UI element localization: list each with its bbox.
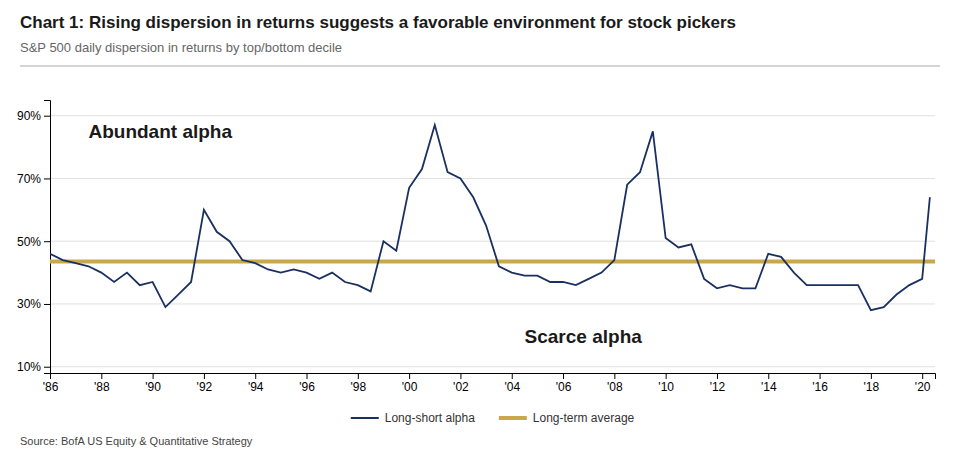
chart: Chart 1: Rising dispersion in returns su…: [0, 0, 960, 455]
x-tick-mark: [512, 373, 513, 379]
grid-line: [50, 303, 935, 304]
x-tick: '98: [351, 373, 367, 394]
x-tick-mark: [768, 373, 769, 379]
x-tick-mark: [614, 373, 615, 379]
annotation: Abundant alpha: [88, 121, 232, 142]
x-tick-mark: [153, 373, 154, 379]
x-tick-label: '88: [94, 380, 110, 394]
x-axis-line: [51, 374, 936, 380]
x-tick-label: '98: [351, 380, 367, 394]
x-tick: '08: [607, 373, 623, 394]
x-tick: '96: [299, 373, 315, 394]
x-tick-mark: [666, 373, 667, 379]
x-tick-mark: [717, 373, 718, 379]
x-tick: '20: [915, 373, 931, 394]
x-tick-label: '90: [145, 380, 161, 394]
x-tick-mark: [358, 373, 359, 379]
x-tick: '88: [94, 373, 110, 394]
grid-line: [50, 241, 935, 242]
y-tick-mark: [44, 178, 50, 179]
grid: [50, 116, 935, 367]
x-tick-label: '18: [864, 380, 880, 394]
series-line: [50, 125, 930, 310]
x-tick-label: '10: [658, 380, 674, 394]
x-tick: '10: [658, 373, 674, 394]
y-tick-label: 70%: [17, 172, 41, 186]
grid-line: [50, 115, 935, 116]
grid-line: [50, 366, 935, 367]
y-tick: 30%: [17, 297, 50, 311]
x-tick: '04: [504, 373, 520, 394]
title: Chart 1: Rising dispersion in returns su…: [20, 13, 736, 32]
y-tick: 70%: [17, 172, 50, 186]
x-tick-label: '20: [915, 380, 931, 394]
x-tick-label: '96: [299, 380, 315, 394]
x-tick-label: '12: [710, 380, 726, 394]
legend-item: Long-term average: [499, 411, 635, 425]
x-tick-mark: [204, 373, 205, 379]
x-tick: '86: [43, 373, 59, 394]
y-tick-label: 10%: [17, 360, 41, 374]
x-tick-label: '16: [812, 380, 828, 394]
x-tick-mark: [820, 373, 821, 379]
y-tick-mark: [44, 116, 50, 117]
x-tick-label: '14: [761, 380, 777, 394]
x-tick-label: '86: [43, 380, 59, 394]
legend-swatch: [499, 416, 527, 420]
x-tick-label: '02: [453, 380, 469, 394]
x-tick-label: '08: [607, 380, 623, 394]
legend: Long-short alpha Long-term average: [351, 411, 635, 425]
x-tick-mark: [563, 373, 564, 379]
legend-item: Long-short alpha: [351, 411, 475, 425]
y-tick-label: 50%: [17, 235, 41, 249]
y-axis: 10% 30% 50% 70% 90%: [17, 101, 51, 375]
annotations: Abundant alpha Scarce alpha: [88, 121, 642, 348]
x-tick: '02: [453, 373, 469, 394]
y-tick: 90%: [17, 109, 50, 123]
x-tick: '12: [710, 373, 726, 394]
x-tick: '18: [864, 373, 880, 394]
subtitle: S&P 500 daily dispersion in returns by t…: [20, 40, 342, 55]
x-tick-label: '92: [197, 380, 213, 394]
x-tick: '90: [145, 373, 161, 394]
x-tick: '06: [556, 373, 572, 394]
annotation: Scarce alpha: [525, 326, 643, 347]
grid-line: [50, 178, 935, 179]
x-tick-label: '94: [248, 380, 264, 394]
legend-swatch: [351, 417, 379, 419]
x-tick-label: '06: [556, 380, 572, 394]
y-tick-mark: [44, 304, 50, 305]
x-axis: '86 '88 '90 '92 '94 '96 '98 '00 '02 '04 '06 '08 '10 '…: [43, 373, 936, 394]
x-tick-mark: [101, 373, 102, 379]
y-tick-label: 90%: [17, 109, 41, 123]
x-tick-mark: [409, 373, 410, 379]
x-tick: '16: [812, 373, 828, 394]
legend-label: Long-term average: [533, 411, 635, 425]
x-tick: '92: [197, 373, 213, 394]
x-tick-mark: [871, 373, 872, 379]
x-tick: '14: [761, 373, 777, 394]
marks: [50, 125, 935, 310]
x-tick-mark: [255, 373, 256, 379]
source: Source: BofA US Equity & Quantitative St…: [20, 435, 253, 447]
x-tick: '94: [248, 373, 264, 394]
x-tick-mark: [307, 373, 308, 379]
y-tick-label: 30%: [17, 297, 41, 311]
y-tick: 50%: [17, 235, 50, 249]
legend-label: Long-short alpha: [385, 411, 475, 425]
y-tick-mark: [44, 367, 50, 368]
divider: [20, 66, 940, 67]
average-line: [50, 260, 935, 264]
x-tick-label: '00: [402, 380, 418, 394]
x-tick: '00: [402, 373, 418, 394]
y-tick-mark: [44, 241, 50, 242]
y-axis-line: [44, 101, 51, 374]
y-tick: 10%: [17, 360, 50, 374]
plot: '86 '88 '90 '92 '94 '96 '98 '00 '02 '04 '06 '08 '10 '…: [17, 101, 936, 394]
x-tick-mark: [922, 373, 923, 379]
x-tick-mark: [460, 373, 461, 379]
x-tick-label: '04: [504, 380, 520, 394]
